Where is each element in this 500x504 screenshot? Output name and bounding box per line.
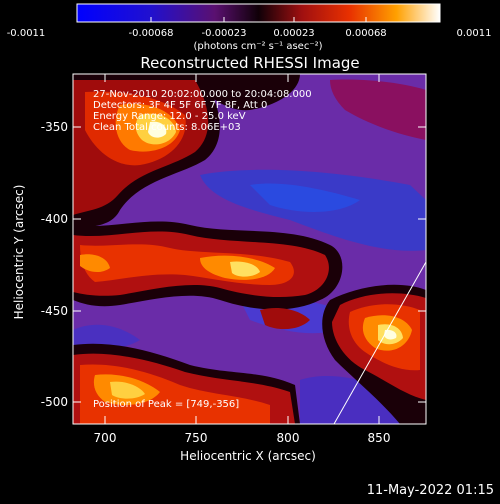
y-axis-ticks: [73, 126, 426, 403]
colorbar-tick-label: -0.00068: [129, 28, 174, 39]
x-axis-label: Heliocentric X (arcsec): [180, 449, 316, 463]
x-tick-label: 750: [185, 431, 208, 445]
colorbar-tick-label: 0.00023: [273, 28, 314, 39]
colorbar: [76, 3, 441, 23]
y-tick-label: -500: [41, 395, 68, 409]
footer-timestamp: 11-May-2022 01:15: [367, 483, 494, 498]
x-tick-label: 850: [368, 431, 391, 445]
info-time-range: 27-Nov-2010 20:02:00.000 to 20:04:08.000: [93, 89, 312, 100]
x-tick-label: 700: [94, 431, 117, 445]
x-tick-label: 800: [277, 431, 300, 445]
y-tick-label: -350: [41, 120, 68, 134]
solar-limb-line: [333, 261, 427, 425]
colorbar-tick-label: -0.00023: [202, 28, 247, 39]
info-clean-counts: Clean Total counts: 8.06E+03: [93, 122, 241, 133]
colorbar-tick-label: 0.00068: [345, 28, 386, 39]
info-detectors: Detectors: 3F 4F 5F 6F 7F 8F, Att 0: [93, 100, 267, 111]
plot-frame: [72, 73, 427, 425]
info-peak-position: Position of Peak = [749,-356]: [93, 399, 239, 410]
flux-image: [73, 74, 426, 424]
x-axis-ticks: [104, 74, 380, 424]
plot-title: Reconstructed RHESSI Image: [140, 54, 359, 72]
colorbar-ticks: [76, 17, 441, 22]
colorbar-tick-label: -0.0011: [7, 28, 46, 39]
y-tick-label: -450: [41, 304, 68, 318]
y-tick-label: -400: [41, 212, 68, 226]
colorbar-unit-label: (photons cm⁻² s⁻¹ asec⁻²): [193, 41, 322, 52]
y-axis-label: Heliocentric Y (arcsec): [12, 185, 26, 320]
info-energy-range: Energy Range: 12.0 - 25.0 keV: [93, 111, 246, 122]
colorbar-tick-label: 0.0011: [457, 28, 492, 39]
